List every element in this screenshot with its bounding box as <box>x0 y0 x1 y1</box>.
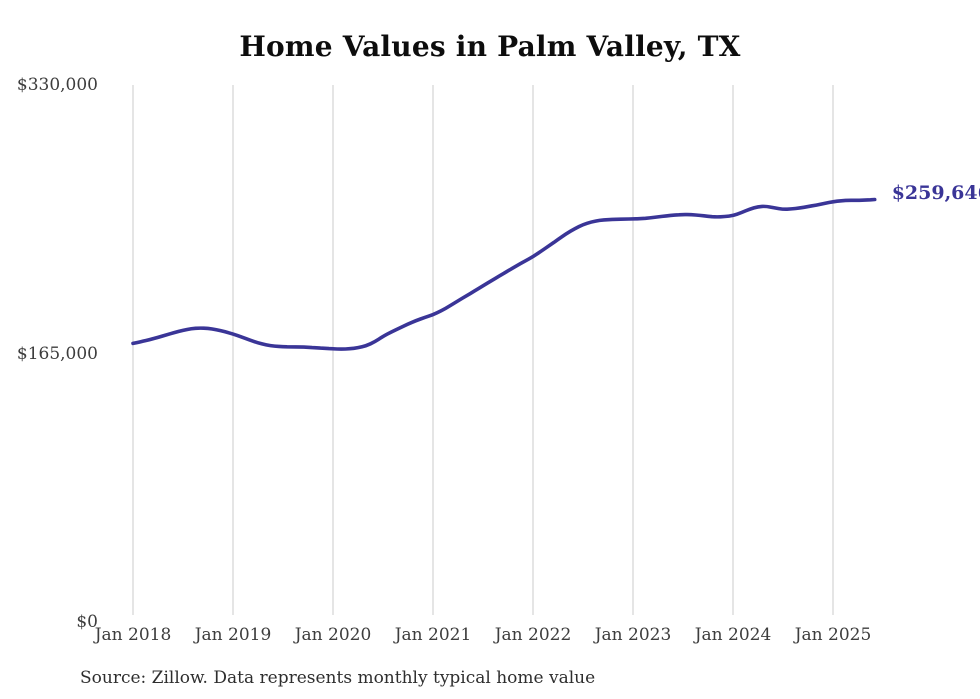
x-axis-tick-label: Jan 2024 <box>694 625 772 645</box>
x-axis-tick-label: Jan 2025 <box>794 625 872 645</box>
gridlines <box>132 85 834 615</box>
source-note: Source: Zillow. Data represents monthly … <box>80 668 596 688</box>
x-axis-tick-label: Jan 2019 <box>194 625 272 645</box>
x-axis-tick-label: Jan 2020 <box>294 625 372 645</box>
x-axis-tick-label: Jan 2018 <box>94 625 172 645</box>
x-axis-tick-label: Jan 2023 <box>594 625 672 645</box>
x-axis-tick-label: Jan 2021 <box>394 625 472 645</box>
end-value-label: $259,646 <box>891 181 980 204</box>
home-value-line <box>131 197 877 351</box>
y-axis-tick-label: $165,000 <box>16 343 98 364</box>
y-axis-tick-label: $0 <box>76 612 98 632</box>
chart-title: Home Values in Palm Valley, TX <box>239 30 741 63</box>
y-axis-tick-label: $330,000 <box>16 75 98 95</box>
x-axis-tick-label: Jan 2022 <box>494 625 572 645</box>
